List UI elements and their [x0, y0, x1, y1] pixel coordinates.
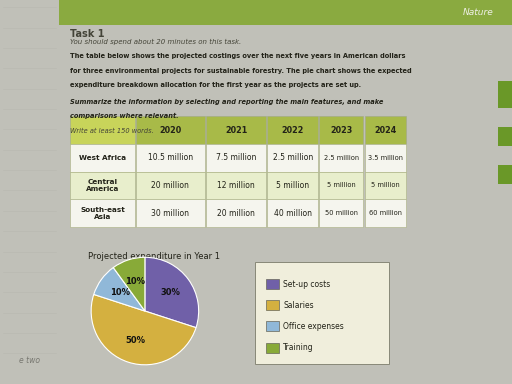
Text: 10%: 10% — [110, 288, 130, 297]
Text: 10.5 million: 10.5 million — [148, 153, 193, 162]
Text: 20 million: 20 million — [152, 181, 189, 190]
Bar — [319, 144, 364, 172]
Bar — [266, 279, 279, 289]
Wedge shape — [145, 257, 199, 328]
Bar — [206, 116, 266, 144]
Text: Central
America: Central America — [86, 179, 119, 192]
Text: Projected expenditure in Year 1: Projected expenditure in Year 1 — [89, 252, 220, 260]
Bar — [266, 343, 279, 353]
Text: 7.5 million: 7.5 million — [216, 153, 256, 162]
Bar — [136, 199, 205, 227]
Bar — [70, 116, 135, 144]
Text: e two: e two — [19, 356, 40, 365]
Bar — [365, 144, 407, 172]
Bar — [498, 165, 512, 184]
Text: 60 million: 60 million — [369, 210, 402, 216]
Wedge shape — [94, 268, 145, 311]
Bar — [70, 172, 135, 199]
Text: 50%: 50% — [125, 336, 145, 345]
Bar — [267, 199, 318, 227]
Bar — [498, 81, 512, 108]
Text: Office expenses: Office expenses — [283, 322, 344, 331]
Bar — [365, 116, 407, 144]
Text: 2020: 2020 — [159, 126, 181, 135]
Text: Nature: Nature — [463, 8, 494, 17]
Text: 5 million: 5 million — [371, 182, 400, 189]
Text: West Africa: West Africa — [79, 155, 126, 161]
Text: 2.5 million: 2.5 million — [272, 153, 313, 162]
Text: 5 million: 5 million — [276, 181, 309, 190]
Bar — [267, 116, 318, 144]
Bar — [319, 172, 364, 199]
Bar — [266, 321, 279, 331]
Text: Salaries: Salaries — [283, 301, 314, 310]
Text: 10%: 10% — [125, 277, 145, 286]
Bar — [498, 127, 512, 146]
Text: 2.5 million: 2.5 million — [324, 155, 359, 161]
Bar — [365, 199, 407, 227]
Bar — [365, 172, 407, 199]
Text: 30%: 30% — [160, 288, 180, 297]
Text: Write at least 150 words.: Write at least 150 words. — [70, 128, 154, 134]
Text: 2021: 2021 — [225, 126, 247, 135]
Text: 2023: 2023 — [330, 126, 353, 135]
Text: 2024: 2024 — [374, 126, 397, 135]
Bar — [206, 199, 266, 227]
Bar — [267, 144, 318, 172]
Bar — [136, 172, 205, 199]
Bar — [70, 144, 135, 172]
Text: 40 million: 40 million — [274, 209, 312, 218]
Text: 5 million: 5 million — [327, 182, 356, 189]
Wedge shape — [113, 257, 145, 311]
Text: South-east
Asia: South-east Asia — [80, 207, 125, 220]
Text: expenditure breakdown allocation for the first year as the projects are set up.: expenditure breakdown allocation for the… — [70, 82, 361, 88]
Bar — [206, 172, 266, 199]
Text: Training: Training — [283, 343, 314, 352]
Bar — [319, 199, 364, 227]
FancyBboxPatch shape — [254, 262, 389, 364]
Text: for three environmental projects for sustainable forestry. The pie chart shows t: for three environmental projects for sus… — [70, 68, 412, 74]
Bar — [59, 0, 512, 25]
Text: Summarize the information by selecting and reporting the main features, and make: Summarize the information by selecting a… — [70, 99, 383, 105]
Text: 30 million: 30 million — [152, 209, 189, 218]
Bar — [70, 199, 135, 227]
Text: Task 1: Task 1 — [70, 29, 105, 39]
Bar — [267, 172, 318, 199]
Bar — [136, 116, 205, 144]
Text: Set-up costs: Set-up costs — [283, 280, 330, 289]
Text: comparisons where relevant.: comparisons where relevant. — [70, 113, 179, 119]
Text: The table below shows the projected costings over the next five years in America: The table below shows the projected cost… — [70, 53, 406, 59]
Text: 50 million: 50 million — [325, 210, 358, 216]
Bar — [136, 144, 205, 172]
Text: 3.5 million: 3.5 million — [368, 155, 403, 161]
Text: You should spend about 20 minutes on this task.: You should spend about 20 minutes on thi… — [70, 39, 242, 45]
Wedge shape — [91, 295, 196, 365]
Bar — [206, 144, 266, 172]
Bar — [266, 300, 279, 310]
Text: 12 million: 12 million — [217, 181, 255, 190]
Bar — [319, 116, 364, 144]
Text: 20 million: 20 million — [217, 209, 255, 218]
Text: 2022: 2022 — [282, 126, 304, 135]
